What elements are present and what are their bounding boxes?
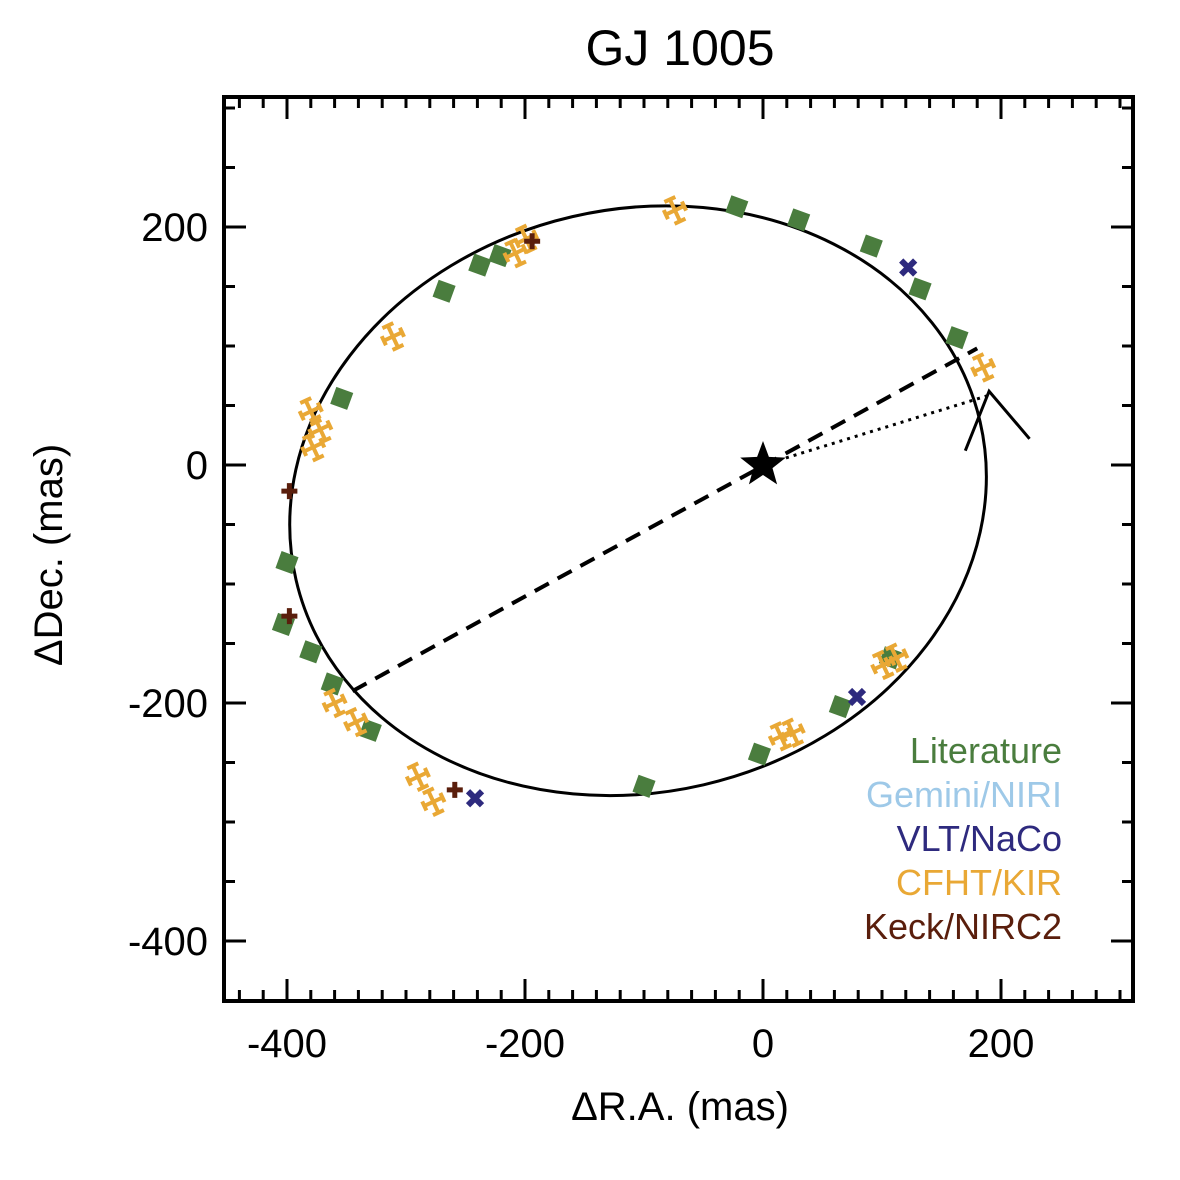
legend-entry: Keck/NIRC2 xyxy=(864,906,1062,947)
x-tick-label: 0 xyxy=(752,1022,774,1066)
data-point xyxy=(299,640,323,664)
data-point xyxy=(899,258,918,277)
data-point xyxy=(859,234,883,258)
plot-frame xyxy=(222,95,1135,1003)
data-point xyxy=(787,208,811,232)
data-point xyxy=(747,742,771,766)
x-tick-label: -400 xyxy=(247,1022,327,1066)
host-star-marker xyxy=(740,441,786,485)
data-point xyxy=(883,642,910,674)
data-point xyxy=(432,279,456,303)
x-tick-labels: -400 -200 0 200 xyxy=(247,1022,1034,1066)
data-point xyxy=(379,321,406,352)
data-point xyxy=(420,786,447,817)
legend-entry: CFHT/KIR xyxy=(896,862,1062,903)
data-point xyxy=(321,687,348,719)
legend-entry: VLT/NaCo xyxy=(897,818,1062,859)
data-point xyxy=(281,608,298,625)
chart-title: GJ 1005 xyxy=(585,20,774,76)
data-point xyxy=(847,687,867,707)
data-point xyxy=(661,195,688,226)
data-point xyxy=(779,717,806,748)
data-point xyxy=(446,781,463,798)
x-tick-label: 200 xyxy=(968,1022,1035,1066)
y-tick-label: -200 xyxy=(128,682,208,726)
data-point xyxy=(524,233,541,250)
data-point xyxy=(343,706,370,738)
direction-arrow xyxy=(963,388,1031,452)
y-axis-label: ΔDec. (mas) xyxy=(27,444,71,666)
data-point xyxy=(465,789,485,808)
data-point xyxy=(945,326,969,350)
data-point xyxy=(632,774,656,798)
series-literature xyxy=(271,195,969,798)
series-vlt-naco xyxy=(465,258,918,808)
orbit-ellipse xyxy=(288,204,988,798)
x-axis-label: ΔR.A. (mas) xyxy=(571,1085,789,1129)
data-point xyxy=(404,761,431,793)
data-point xyxy=(307,414,334,445)
data-point xyxy=(330,386,354,410)
data-point xyxy=(908,277,932,301)
y-tick-label: -400 xyxy=(128,920,208,964)
data-point xyxy=(275,551,299,575)
data-point xyxy=(828,695,852,719)
y-tick-labels: 200 0 -200 -400 xyxy=(128,206,208,964)
plot-area xyxy=(271,195,1031,817)
data-point xyxy=(358,718,382,742)
legend-entry: Gemini/NIRI xyxy=(866,774,1062,815)
data-point xyxy=(468,253,492,277)
legend-entry: Literature xyxy=(910,730,1062,771)
periastron-line xyxy=(762,394,988,467)
data-point xyxy=(970,352,997,383)
y-tick-label: 0 xyxy=(186,444,208,488)
data-point xyxy=(870,649,897,681)
x-tick-label: -200 xyxy=(485,1022,565,1066)
data-point xyxy=(767,721,794,752)
line-of-nodes xyxy=(351,346,979,693)
y-tick-label: 200 xyxy=(141,206,208,250)
series-cfht-kir xyxy=(297,195,997,817)
series-keck-nirc2 xyxy=(281,233,541,798)
data-point xyxy=(281,483,298,500)
legend: LiteratureGemini/NIRIVLT/NaCoCFHT/KIRKec… xyxy=(864,730,1062,947)
data-point xyxy=(725,195,749,219)
data-point xyxy=(502,237,529,269)
data-point xyxy=(300,431,327,463)
